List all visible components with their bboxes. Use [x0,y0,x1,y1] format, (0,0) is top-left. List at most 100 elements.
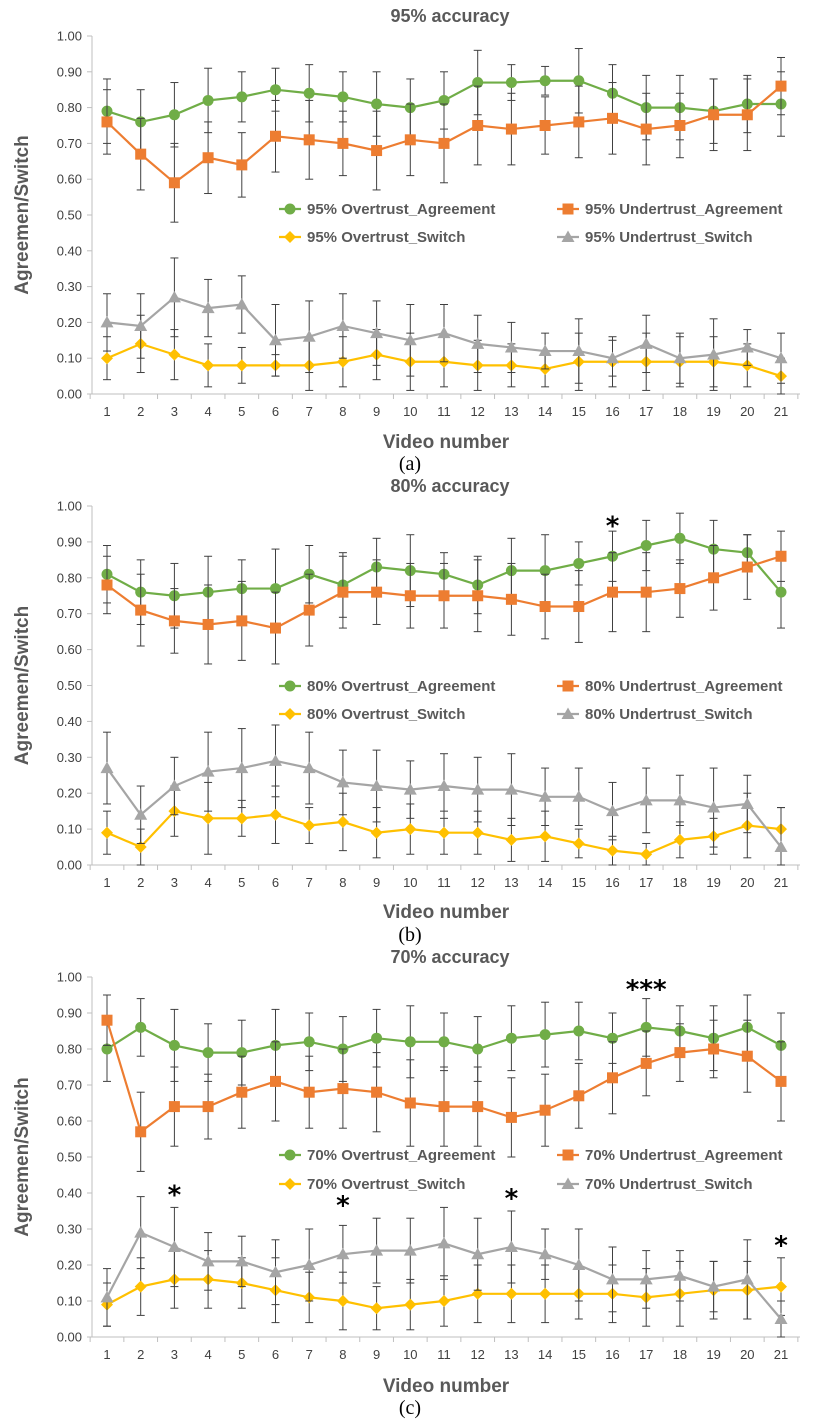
x-tick-label: 21 [774,875,788,890]
legend-entry: 95% Overtrust_Switch [279,229,465,246]
y-tick-label: 0.80 [57,1042,82,1057]
x-tick-label: 19 [706,875,720,890]
x-tick-label: 4 [204,1347,211,1362]
data-point [303,1036,315,1048]
data-point [167,779,181,792]
y-tick-label: 0.20 [57,1258,82,1273]
y-tick-label: 0.40 [57,714,82,729]
data-point [673,833,686,846]
data-point [302,330,316,342]
data-point [336,815,349,828]
legend-marker [561,1177,575,1189]
data-point [403,1244,417,1256]
data-point [134,1280,147,1293]
data-point [235,298,249,310]
significance-marker: *** [626,975,667,1005]
x-axis-label: Video number [383,1376,510,1397]
data-point [505,1287,518,1300]
data-point [774,1312,788,1324]
x-tick-label: 21 [774,404,788,419]
data-point [572,344,586,357]
legend-label: 80% Overtrust_Switch [307,706,465,723]
data-point [707,348,721,360]
y-tick-label: 0.40 [57,243,82,258]
data-point [167,290,181,303]
legend-label: 80% Undertrust_Switch [585,706,753,723]
data-point [673,351,687,364]
data-point [504,783,518,795]
data-point [472,120,484,131]
data-point [404,134,416,146]
data-point [741,561,753,573]
data-point [438,94,450,106]
data-point [775,1075,787,1087]
legend-marker [284,708,296,720]
data-point [438,1036,450,1048]
legend-entry: 95% Undertrust_Agreement [557,201,783,218]
x-tick-label: 4 [204,875,211,890]
x-tick-label: 12 [470,1347,484,1362]
data-point [539,601,551,613]
data-point [202,94,214,106]
data-point [101,116,113,128]
data-point [336,775,350,788]
y-tick-label: 0.80 [57,100,82,115]
y-tick-label: 0.00 [57,387,82,402]
x-axis-label: Video number [383,902,510,923]
legend-entry: 80% Overtrust_Agreement [279,678,495,695]
y-tick-label: 0.90 [57,1006,82,1021]
x-tick-label: 9 [373,404,380,419]
legend-label: 70% Undertrust_Switch [585,1176,753,1193]
x-tick-label: 2 [137,1347,144,1362]
data-point [640,1057,652,1069]
data-point [573,1090,585,1102]
data-point [607,586,618,598]
data-point [674,583,686,595]
data-point [235,812,248,825]
data-point [202,359,215,372]
chart-title: 80% accuracy [390,476,509,496]
data-point [640,1021,652,1033]
data-point [573,557,585,569]
x-tick-label: 14 [538,404,552,419]
data-point [201,1254,215,1267]
data-point [337,1083,349,1095]
data-point [403,333,417,346]
x-tick-label: 6 [272,1347,279,1362]
data-point [135,148,147,160]
x-tick-label: 5 [238,875,245,890]
data-point [270,1075,281,1087]
data-point [437,1236,451,1249]
data-point [471,1287,484,1300]
legend-entry: 80% Undertrust_Agreement [557,678,783,695]
x-tick-label: 7 [306,1347,313,1362]
data-point [505,1032,517,1044]
data-point [607,1072,618,1084]
chart-title: 70% accuracy [390,947,509,967]
y-tick-label: 0.10 [57,822,82,837]
data-point [269,754,282,766]
data-point [775,80,787,92]
x-tick-label: 3 [171,404,178,419]
x-tick-label: 14 [538,1347,552,1362]
legend-label: 80% Overtrust_Agreement [307,678,495,695]
data-point [741,1050,753,1062]
data-point [640,848,653,861]
data-point [370,1244,384,1256]
data-point [538,790,552,802]
y-axis-label: Agreemen/Switch [12,135,33,294]
y-tick-label: 0.70 [57,606,82,621]
legend-marker [284,203,296,215]
x-tick-label: 10 [403,1347,417,1362]
x-tick-label: 3 [171,1347,178,1362]
data-point [471,337,485,349]
legend-marker [561,230,575,242]
data-point [438,590,450,602]
legend-marker [562,203,574,215]
data-point [371,1032,383,1044]
chart-panel-95: 95% accuracy 0.00 0.10 0.20 0.30 0.40 0.50 0.60… [12,6,800,475]
data-point [740,797,754,809]
data-point [269,333,282,346]
legend-marker [562,1149,574,1161]
data-point [404,1036,416,1048]
